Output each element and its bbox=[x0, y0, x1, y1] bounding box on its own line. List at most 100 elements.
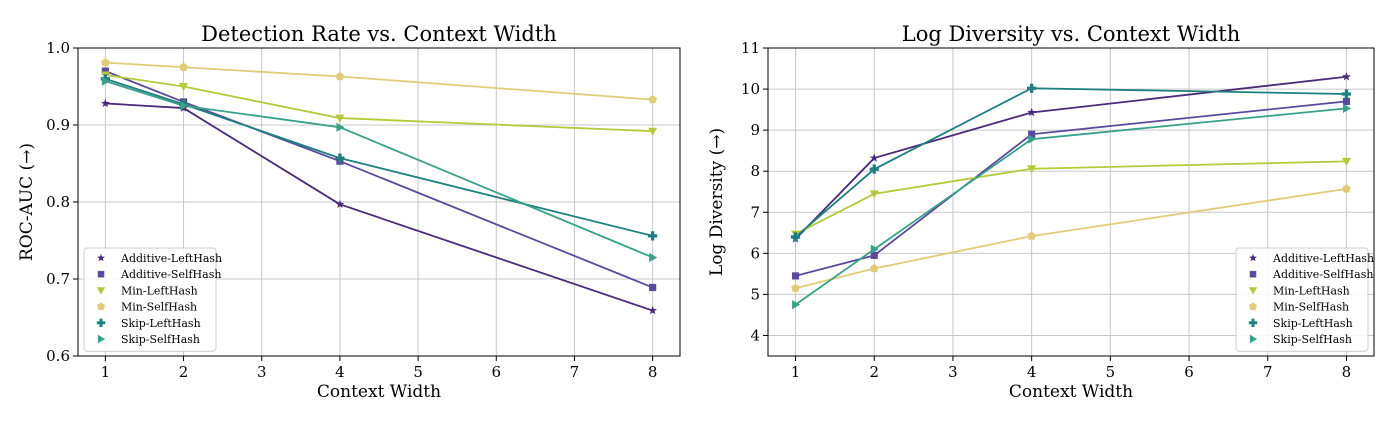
data-point-skip-lefthash bbox=[869, 164, 879, 174]
legend-marker bbox=[97, 270, 105, 278]
data-point-min-selfhash bbox=[1027, 231, 1037, 240]
legend-label: Additive-SelfHash bbox=[120, 268, 221, 281]
data-point-additive-lefthash bbox=[335, 199, 345, 209]
data-point-additive-selfhash bbox=[649, 283, 657, 292]
series-line-min-lefthash bbox=[795, 160, 1347, 235]
y-tick-label: 9 bbox=[750, 121, 760, 139]
legend-item-additive-selfhash: Additive-SelfHash bbox=[97, 268, 221, 281]
legend-label: Min-LeftHash bbox=[1273, 284, 1350, 297]
data-point-skip-selfhash bbox=[101, 76, 110, 86]
legend-label: Min-SelfHash bbox=[1273, 301, 1349, 314]
y-tick-label: 7 bbox=[750, 203, 760, 221]
data-point-min-lefthash bbox=[869, 190, 879, 199]
series-line-skip-selfhash bbox=[795, 107, 1347, 306]
legend-label: Skip-SelfHash bbox=[1273, 333, 1352, 346]
data-point-min-lefthash bbox=[648, 127, 658, 136]
y-tick-label: 6 bbox=[750, 244, 760, 262]
data-point-min-lefthash bbox=[1341, 157, 1352, 166]
legend-item-min-selfhash: Min-SelfHash bbox=[97, 301, 197, 314]
y-tick-label: 4 bbox=[750, 326, 760, 344]
data-point-additive-lefthash bbox=[869, 153, 879, 162]
data-point-min-selfhash bbox=[648, 94, 658, 104]
legend-label: Additive-SelfHash bbox=[1272, 268, 1373, 281]
data-point-min-selfhash bbox=[335, 71, 345, 81]
legend-item-min-lefthash: Min-LeftHash bbox=[96, 284, 198, 297]
x-tick-label: 6 bbox=[1184, 363, 1194, 381]
series-line-skip-lefthash bbox=[794, 87, 1347, 238]
data-point-min-lefthash bbox=[1027, 165, 1037, 174]
x-tick-label: 8 bbox=[1342, 363, 1352, 381]
data-point-min-lefthash bbox=[335, 114, 345, 123]
legend-item-skip-selfhash: Skip-SelfHash bbox=[1249, 333, 1352, 346]
legend-marker bbox=[1248, 287, 1258, 295]
data-point-additive-selfhash bbox=[870, 251, 878, 259]
x-axis-label: Context Width bbox=[1009, 382, 1133, 402]
x-tick-label: 5 bbox=[413, 363, 423, 381]
y-axis-label: Log Diversity (→) bbox=[707, 128, 727, 276]
legend-label: Min-SelfHash bbox=[121, 301, 197, 314]
x-tick-label: 6 bbox=[491, 363, 501, 381]
series-line-min-selfhash bbox=[795, 187, 1347, 290]
legend-label: Skip-LeftHash bbox=[1273, 317, 1353, 330]
data-point-additive-lefthash bbox=[1027, 107, 1037, 117]
x-tick-label: 4 bbox=[1027, 363, 1037, 381]
data-point-skip-selfhash bbox=[180, 101, 189, 111]
x-tick-label: 5 bbox=[1106, 363, 1116, 381]
x-tick-label: 1 bbox=[791, 363, 801, 381]
legend-item-additive-selfhash: Additive-SelfHash bbox=[1249, 268, 1373, 281]
y-axis-label: ROC-AUC (→) bbox=[17, 143, 37, 261]
data-point-min-selfhash bbox=[179, 62, 188, 71]
legend-marker bbox=[1249, 334, 1258, 344]
series-line-min-lefthash bbox=[105, 74, 653, 133]
data-point-skip-selfhash bbox=[870, 244, 879, 254]
legend-marker bbox=[97, 302, 105, 310]
series-line-min-selfhash bbox=[105, 61, 653, 101]
legend-item-skip-lefthash: Skip-LeftHash bbox=[1248, 317, 1353, 330]
data-point-min-selfhash bbox=[100, 58, 110, 67]
legend-label: Skip-LeftHash bbox=[121, 317, 201, 330]
data-point-skip-lefthash bbox=[648, 231, 658, 241]
legend-marker bbox=[97, 334, 106, 344]
data-point-skip-lefthash bbox=[1341, 89, 1352, 99]
legend-marker bbox=[1249, 253, 1257, 262]
legend: Additive-LeftHash Additive-SelfHash Min-Le… bbox=[83, 247, 222, 352]
x-tick-label: 7 bbox=[570, 363, 580, 381]
y-tick-label: 5 bbox=[750, 285, 760, 303]
y-tick-label: 1.0 bbox=[46, 39, 70, 57]
legend-marker bbox=[97, 253, 105, 262]
y-tick-label: 0.9 bbox=[46, 116, 70, 134]
data-point-additive-lefthash bbox=[1342, 72, 1351, 81]
plot-frame bbox=[767, 47, 1375, 357]
y-tick-label: 0.6 bbox=[46, 347, 70, 365]
plot-frame bbox=[77, 47, 681, 357]
x-tick-label: 7 bbox=[1263, 363, 1273, 381]
legend-label: Min-LeftHash bbox=[121, 284, 198, 297]
x-tick-label: 8 bbox=[648, 363, 658, 381]
legend-marker bbox=[96, 287, 106, 295]
data-point-skip-selfhash bbox=[1028, 134, 1037, 144]
data-point-skip-selfhash bbox=[649, 252, 658, 263]
x-tick-label: 1 bbox=[101, 363, 111, 381]
chart-log-diversity: 1 2 3 4 5 6 7 8 4 5 6 7 8 9 10 11 Log Diversity vs. Cont… bbox=[707, 22, 1375, 402]
y-tick-label: 11 bbox=[741, 39, 760, 57]
data-point-min-selfhash bbox=[1342, 184, 1351, 193]
legend-marker bbox=[1248, 318, 1258, 327]
legend-marker bbox=[96, 318, 106, 327]
legend: Additive-LeftHash Additive-SelfHash Min-Le… bbox=[1235, 247, 1374, 352]
x-tick-label: 2 bbox=[869, 363, 879, 381]
legend-item-skip-lefthash: Skip-LeftHash bbox=[96, 317, 201, 330]
legend-marker bbox=[1249, 302, 1257, 310]
chart-title-diversity: Log Diversity vs. Context Width bbox=[902, 22, 1240, 46]
legend-item-min-selfhash: Min-SelfHash bbox=[1249, 301, 1349, 314]
legend-label: Additive-LeftHash bbox=[1272, 252, 1374, 265]
data-point-skip-lefthash bbox=[335, 153, 345, 163]
data-point-additive-lefthash bbox=[100, 98, 110, 108]
chart-title-detection: Detection Rate vs. Context Width bbox=[201, 22, 557, 46]
legend-marker bbox=[1249, 270, 1257, 278]
legend-item-min-lefthash: Min-LeftHash bbox=[1248, 284, 1350, 297]
x-tick-label: 2 bbox=[179, 363, 189, 381]
data-point-min-selfhash bbox=[869, 263, 879, 273]
data-point-min-lefthash bbox=[178, 83, 189, 92]
legend-item-additive-lefthash: Additive-LeftHash bbox=[1249, 252, 1374, 265]
